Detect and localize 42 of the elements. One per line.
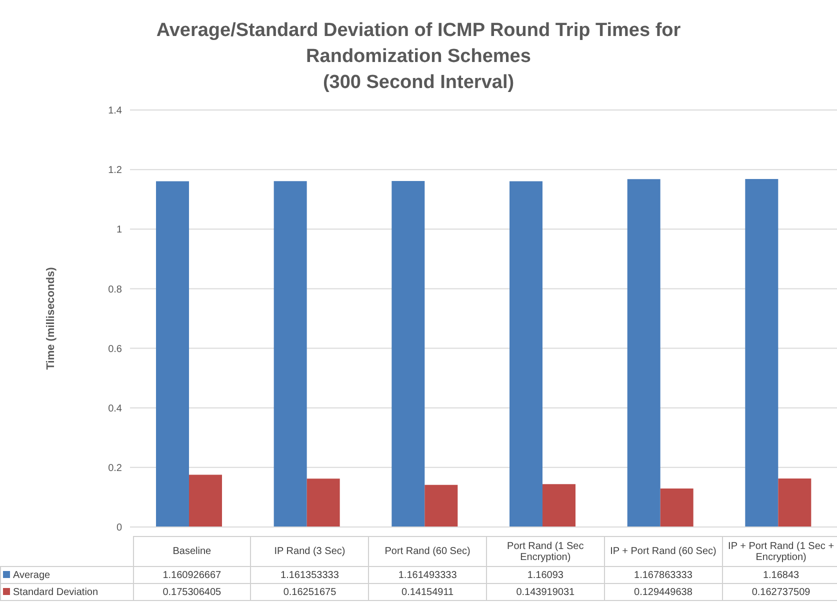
bar (660, 488, 694, 527)
data-label: 0.129449638 (604, 584, 722, 600)
x-tick-label: IP Rand (3 Sec) (250, 536, 369, 566)
y-tick-label: 1 (116, 224, 122, 236)
bar (274, 181, 307, 527)
data-label: 1.161493333 (368, 566, 486, 584)
bar (510, 181, 542, 527)
chart-title: Average/Standard Deviation of ICMP Round Trip Times for Randomization Schemes (300 Second Interval) (155, 19, 682, 95)
y-tick-label: 0.8 (108, 284, 122, 296)
data-label: 0.175306405 (133, 584, 251, 600)
legend-label: Average (0, 566, 133, 584)
y-axis-title: Time (milliseconds) (44, 266, 57, 370)
data-label: 0.14154911 (368, 584, 486, 600)
data-label: 1.161353333 (250, 566, 369, 584)
y-tick-label: 0.4 (108, 403, 122, 414)
bar (392, 181, 425, 527)
bar (627, 179, 660, 527)
legend-label: Standard Deviation (0, 584, 133, 600)
data-label: 0.143919031 (486, 584, 604, 600)
data-label: 0.16251675 (250, 584, 369, 600)
y-tick-label: 0 (116, 522, 122, 534)
data-label: 1.16093 (486, 566, 604, 584)
bar (778, 478, 812, 527)
x-tick-label: IP + Port Rand (60 Sec) (604, 536, 722, 566)
bar (542, 484, 576, 527)
x-tick-label: Port Rand (1 Sec Encryption) (486, 536, 604, 566)
data-label: 1.160926667 (133, 566, 251, 584)
y-tick-label: 1.2 (108, 165, 122, 176)
bar (156, 181, 189, 527)
bar (306, 478, 340, 527)
y-tick-label: 0.6 (108, 344, 122, 355)
bar (189, 474, 222, 527)
data-label: 0.162737509 (722, 584, 837, 600)
data-label: 1.167863333 (604, 566, 722, 584)
x-tick-label: IP + Port Rand (1 Sec + Encryption) (722, 536, 837, 566)
x-tick-label: Baseline (133, 536, 251, 566)
y-tick-label: 0.2 (108, 462, 122, 474)
data-label: 1.16843 (722, 566, 837, 584)
y-tick-label: 1.4 (108, 106, 122, 117)
x-tick-label: Port Rand (60 Sec) (368, 536, 486, 566)
bar (424, 484, 458, 527)
bar (745, 178, 778, 527)
